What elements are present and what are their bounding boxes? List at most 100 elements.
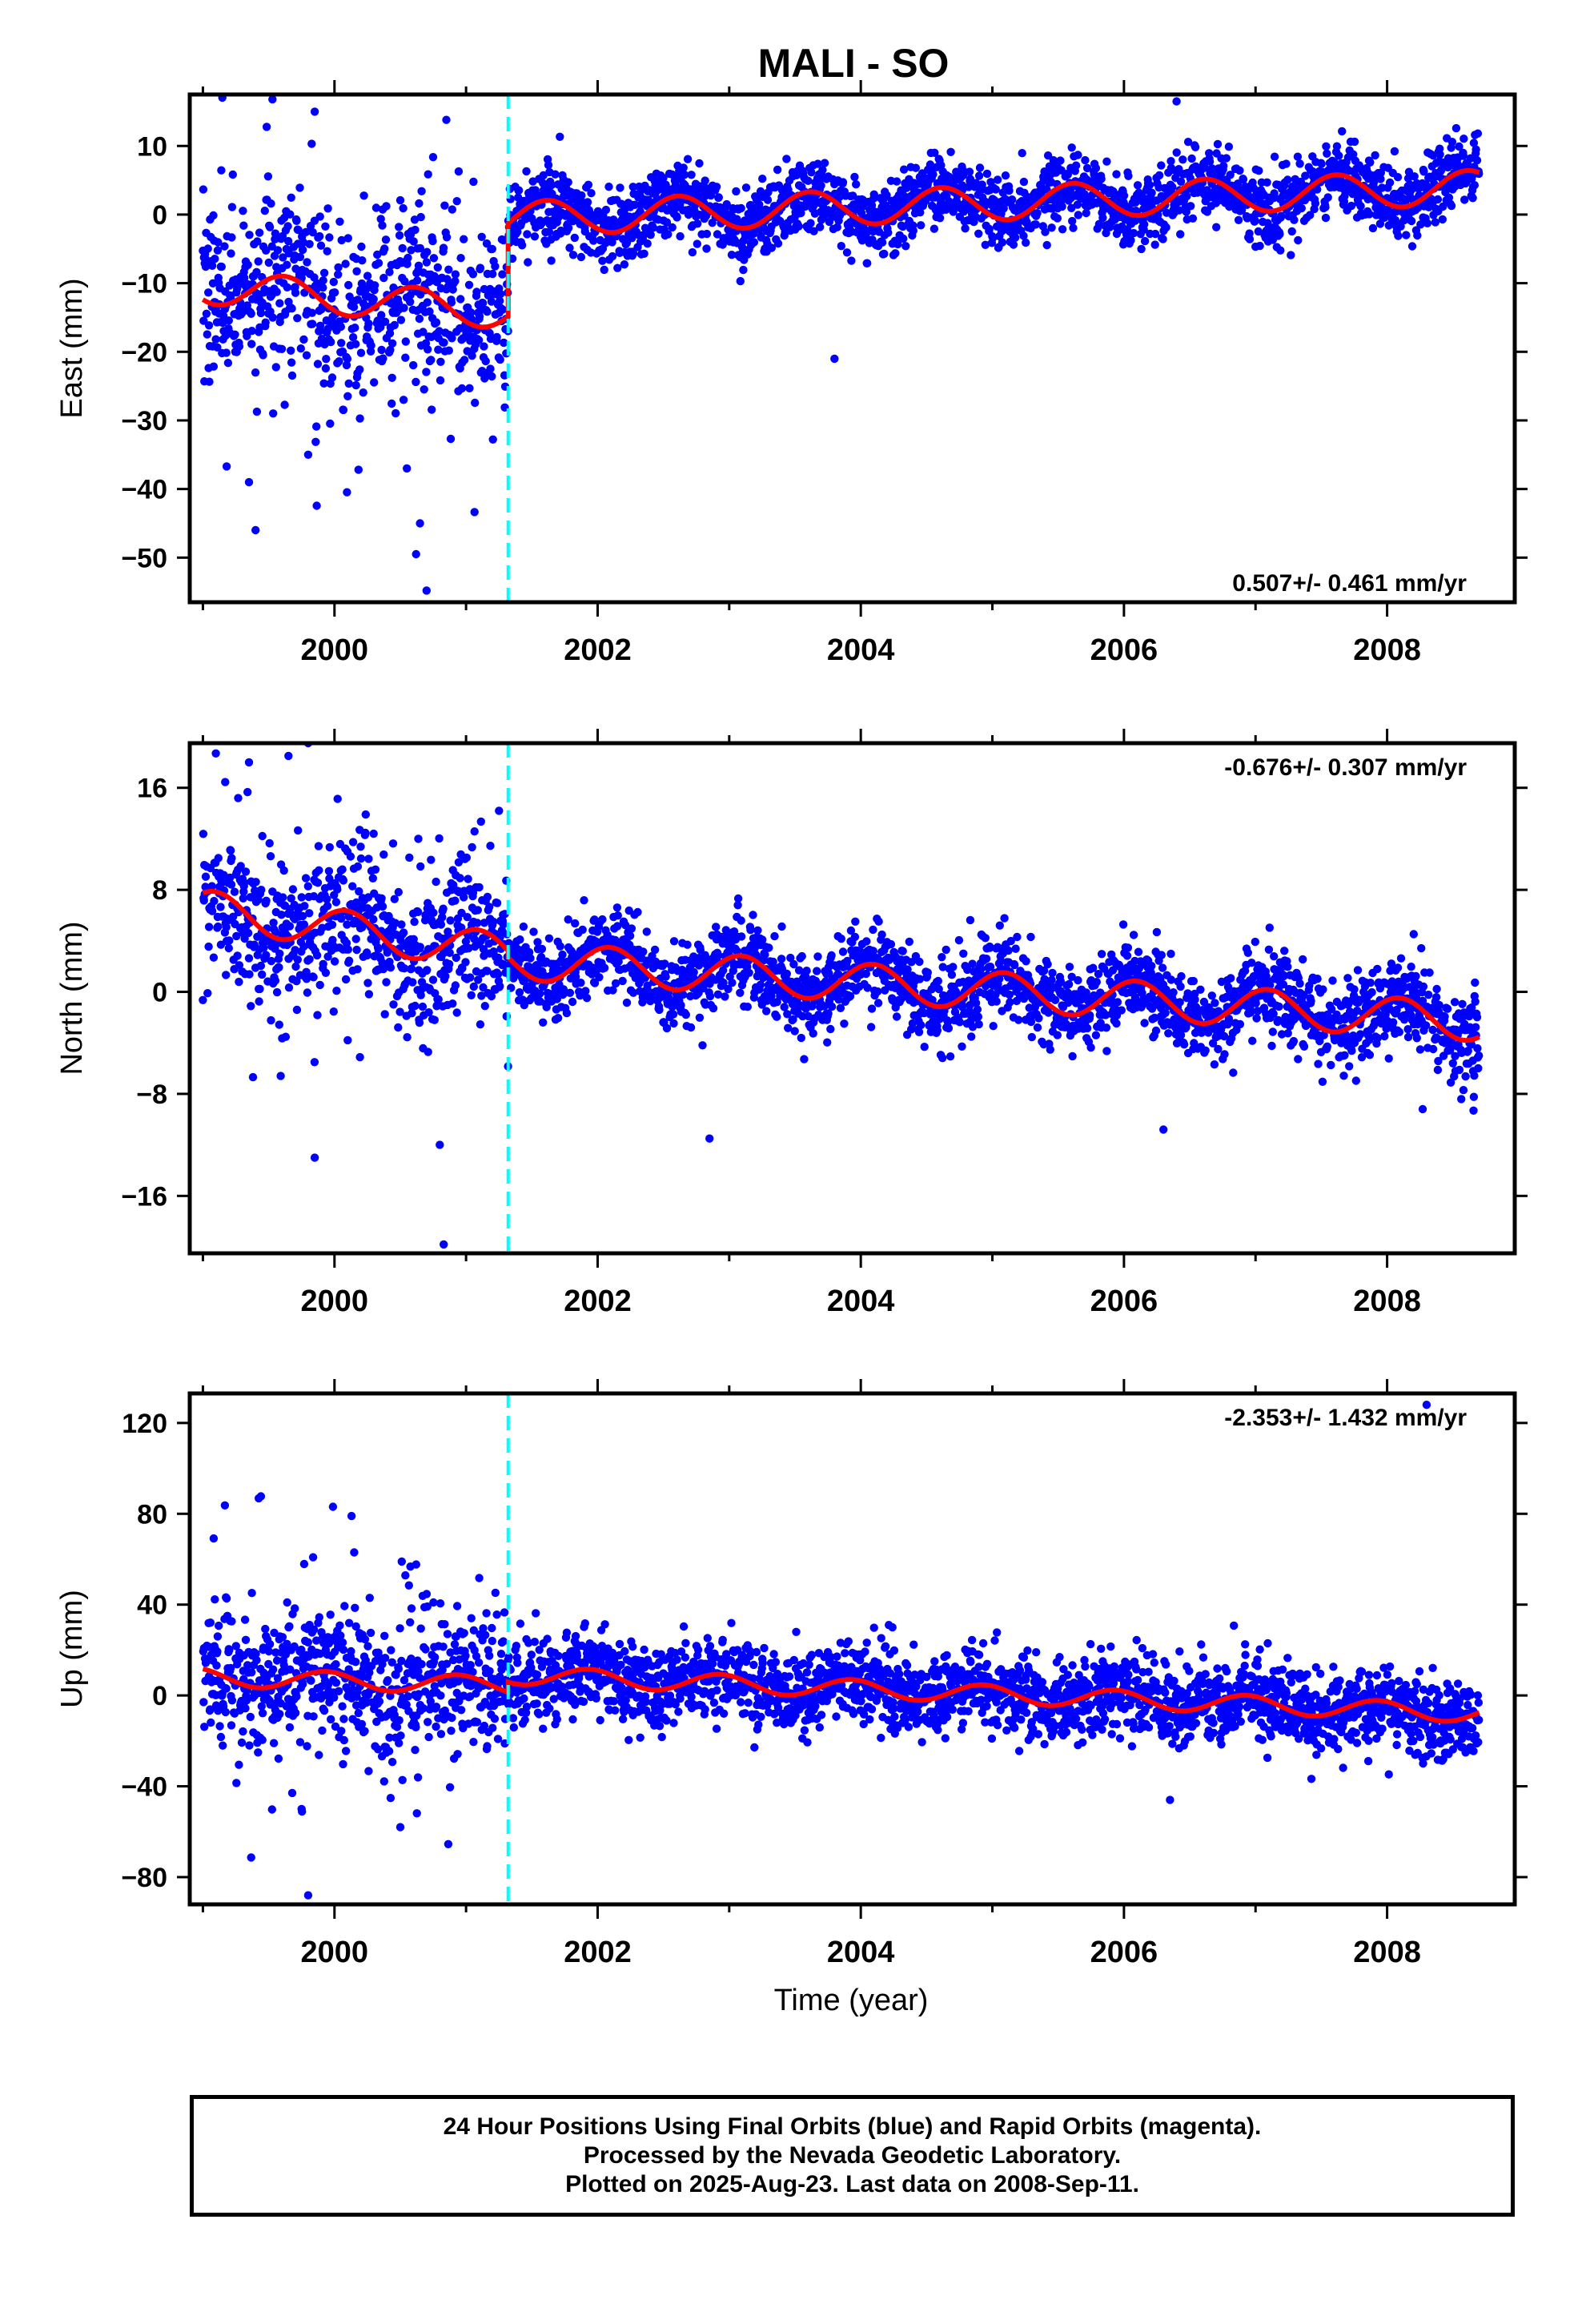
data-point: [339, 876, 348, 885]
data-point: [292, 216, 301, 225]
data-point: [476, 1020, 485, 1029]
data-point: [974, 1012, 983, 1021]
data-point: [1172, 148, 1181, 157]
data-point: [262, 123, 271, 131]
data-point: [861, 969, 871, 979]
data-point: [223, 359, 233, 368]
data-point: [332, 987, 341, 995]
data-point: [600, 265, 608, 275]
data-point: [611, 979, 620, 988]
data-point: [414, 834, 423, 843]
data-point: [287, 371, 297, 380]
data-point: [439, 243, 448, 252]
data-point: [648, 223, 658, 232]
data-point: [920, 1043, 929, 1051]
data-point: [1452, 123, 1461, 133]
data-point: [492, 899, 502, 907]
data-point: [420, 385, 428, 394]
data-point: [727, 251, 737, 259]
data-point: [1423, 219, 1432, 227]
data-point: [341, 259, 350, 268]
data-point: [315, 212, 324, 221]
data-point: [804, 1011, 813, 1021]
data-point: [736, 276, 745, 286]
data-point: [401, 353, 410, 362]
data-point: [435, 834, 444, 843]
data-point: [661, 972, 670, 981]
data-point: [356, 842, 365, 851]
data-point: [210, 896, 219, 906]
data-point: [842, 248, 852, 257]
data-point: [739, 265, 748, 275]
data-point: [226, 846, 235, 855]
data-point: [301, 874, 311, 883]
y-tick-label: −50: [121, 543, 167, 573]
data-point: [802, 967, 811, 975]
data-point: [1255, 167, 1263, 175]
data-point: [833, 223, 842, 231]
data-point: [1213, 139, 1223, 149]
data-point: [452, 197, 461, 206]
data-point: [382, 978, 391, 987]
data-point: [233, 284, 242, 293]
data-point: [571, 972, 580, 982]
data-point: [288, 885, 298, 894]
data-point: [669, 1010, 678, 1019]
data-point: [1050, 995, 1060, 1005]
data-point: [687, 171, 696, 179]
data-point: [1283, 175, 1292, 184]
data-point: [470, 935, 479, 943]
data-point: [1282, 159, 1291, 168]
data-point: [1212, 223, 1221, 231]
data-point: [323, 952, 332, 961]
data-point: [230, 887, 239, 896]
data-point: [305, 955, 314, 964]
data-point: [1323, 149, 1331, 158]
data-point: [399, 928, 408, 937]
data-point: [834, 995, 843, 1004]
data-point: [580, 896, 588, 905]
chart-title: MALI - SO: [758, 41, 950, 86]
data-point: [741, 183, 751, 192]
data-point: [1182, 207, 1191, 216]
data-point: [668, 223, 677, 232]
data-point: [1018, 149, 1026, 158]
data-point: [818, 166, 827, 175]
data-point: [850, 172, 859, 182]
data-point: [286, 210, 295, 219]
data-point: [1438, 215, 1447, 224]
data-point: [227, 854, 236, 862]
data-point: [982, 955, 991, 963]
data-point: [353, 862, 363, 871]
data-point: [222, 462, 231, 471]
data-point: [873, 999, 883, 1007]
data-point: [967, 1032, 976, 1041]
data-point: [1222, 154, 1231, 163]
data-point: [733, 901, 742, 910]
data-point: [224, 316, 233, 325]
data-point: [544, 160, 553, 170]
data-point: [1044, 1008, 1053, 1017]
data-point: [836, 1003, 845, 1013]
data-point: [813, 159, 822, 168]
data-point: [765, 943, 773, 952]
data-point: [294, 826, 303, 835]
data-point: [342, 360, 351, 370]
data-point: [584, 180, 593, 189]
data-point: [399, 396, 408, 404]
data-point: [348, 838, 358, 846]
data-point: [323, 324, 333, 333]
data-point: [565, 988, 575, 998]
data-point: [899, 234, 908, 243]
data-point: [1047, 223, 1056, 232]
data-point: [1010, 233, 1020, 242]
data-point: [452, 1008, 461, 1017]
data-point: [297, 893, 306, 902]
data-point: [869, 190, 878, 199]
data-point: [312, 422, 321, 431]
data-point: [598, 915, 607, 924]
outlier-point: [830, 354, 839, 364]
data-point: [295, 252, 305, 262]
data-point: [1068, 216, 1077, 226]
data-point: [838, 947, 848, 956]
